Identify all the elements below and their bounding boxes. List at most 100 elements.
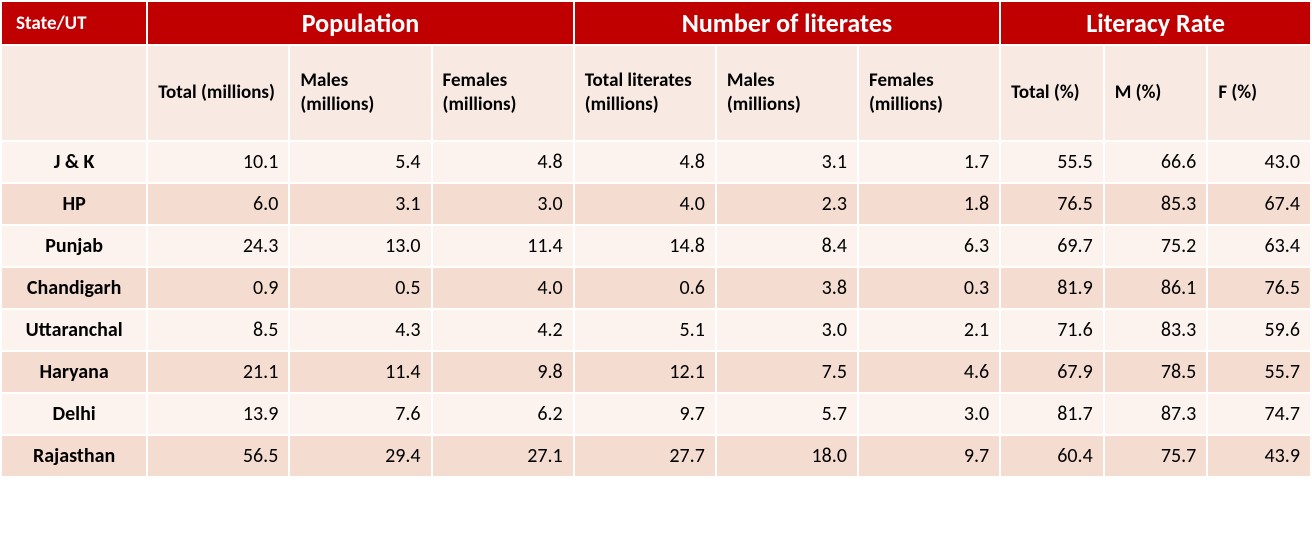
cell-state: Delhi [1,393,147,435]
cell-value: 59.6 [1207,309,1311,351]
cell-value: 4.8 [432,141,574,183]
cell-value: 71.6 [1000,309,1104,351]
cell-value: 27.7 [574,435,716,477]
cell-value: 3.1 [289,183,431,225]
cell-value: 83.3 [1104,309,1208,351]
cell-value: 43.0 [1207,141,1311,183]
cell-value: 13.0 [289,225,431,267]
cell-value: 87.3 [1104,393,1208,435]
col-group-population: Population [147,1,573,45]
cell-value: 4.3 [289,309,431,351]
cell-state: J & K [1,141,147,183]
cell-value: 21.1 [147,351,289,393]
cell-value: 66.6 [1104,141,1208,183]
cell-value: 67.4 [1207,183,1311,225]
cell-value: 43.9 [1207,435,1311,477]
cell-value: 6.0 [147,183,289,225]
cell-value: 7.5 [716,351,858,393]
col-header-rate-f: F (%) [1207,45,1311,141]
cell-value: 69.7 [1000,225,1104,267]
table-header-sub-row: Total (millions) Males (millions) Female… [1,45,1311,141]
cell-state: Punjab [1,225,147,267]
col-header-rate-m: M (%) [1104,45,1208,141]
cell-state: HP [1,183,147,225]
cell-value: 6.3 [858,225,1000,267]
table-row: Delhi 13.9 7.6 6.2 9.7 5.7 3.0 81.7 87.3… [1,393,1311,435]
cell-value: 5.7 [716,393,858,435]
cell-state: Rajasthan [1,435,147,477]
cell-value: 63.4 [1207,225,1311,267]
cell-value: 2.1 [858,309,1000,351]
cell-value: 74.7 [1207,393,1311,435]
cell-value: 55.7 [1207,351,1311,393]
cell-value: 55.5 [1000,141,1104,183]
table-row: J & K 10.1 5.4 4.8 4.8 3.1 1.7 55.5 66.6… [1,141,1311,183]
cell-value: 9.7 [574,393,716,435]
cell-value: 4.2 [432,309,574,351]
col-header-lit-females: Females (millions) [858,45,1000,141]
col-header-pop-males: Males (millions) [289,45,431,141]
cell-value: 4.6 [858,351,1000,393]
cell-value: 0.9 [147,267,289,309]
table-row: HP 6.0 3.1 3.0 4.0 2.3 1.8 76.5 85.3 67.… [1,183,1311,225]
cell-value: 4.0 [574,183,716,225]
cell-value: 4.0 [432,267,574,309]
cell-state: Uttaranchal [1,309,147,351]
cell-value: 0.6 [574,267,716,309]
cell-value: 1.8 [858,183,1000,225]
cell-value: 18.0 [716,435,858,477]
col-header-pop-females: Females (millions) [432,45,574,141]
cell-value: 6.2 [432,393,574,435]
table-row: Chandigarh 0.9 0.5 4.0 0.6 3.8 0.3 81.9 … [1,267,1311,309]
col-group-literates: Number of literates [574,1,1000,45]
col-header-rate-total: Total (%) [1000,45,1104,141]
cell-value: 85.3 [1104,183,1208,225]
cell-value: 76.5 [1207,267,1311,309]
cell-value: 8.4 [716,225,858,267]
cell-value: 8.5 [147,309,289,351]
cell-value: 13.9 [147,393,289,435]
cell-value: 11.4 [289,351,431,393]
table-row: Rajasthan 56.5 29.4 27.1 27.7 18.0 9.7 6… [1,435,1311,477]
cell-value: 81.7 [1000,393,1104,435]
cell-value: 9.7 [858,435,1000,477]
cell-value: 14.8 [574,225,716,267]
cell-value: 12.1 [574,351,716,393]
literacy-table: State/UT Population Number of literates … [0,0,1312,478]
cell-value: 0.5 [289,267,431,309]
cell-value: 11.4 [432,225,574,267]
cell-value: 3.0 [858,393,1000,435]
cell-value: 78.5 [1104,351,1208,393]
cell-value: 4.8 [574,141,716,183]
col-header-pop-total: Total (millions) [147,45,289,141]
table-body: J & K 10.1 5.4 4.8 4.8 3.1 1.7 55.5 66.6… [1,141,1311,477]
cell-value: 76.5 [1000,183,1104,225]
col-header-lit-males: Males (millions) [716,45,858,141]
cell-value: 7.6 [289,393,431,435]
cell-value: 5.1 [574,309,716,351]
cell-value: 75.7 [1104,435,1208,477]
cell-value: 24.3 [147,225,289,267]
cell-value: 5.4 [289,141,431,183]
cell-value: 3.1 [716,141,858,183]
table-row: Haryana 21.1 11.4 9.8 12.1 7.5 4.6 67.9 … [1,351,1311,393]
col-header-state: State/UT [1,1,147,45]
col-header-lit-total: Total literates (millions) [574,45,716,141]
cell-value: 86.1 [1104,267,1208,309]
cell-value: 81.9 [1000,267,1104,309]
cell-value: 0.3 [858,267,1000,309]
cell-state: Chandigarh [1,267,147,309]
cell-value: 27.1 [432,435,574,477]
cell-value: 60.4 [1000,435,1104,477]
cell-value: 67.9 [1000,351,1104,393]
table-row: Punjab 24.3 13.0 11.4 14.8 8.4 6.3 69.7 … [1,225,1311,267]
cell-value: 1.7 [858,141,1000,183]
cell-value: 10.1 [147,141,289,183]
cell-value: 56.5 [147,435,289,477]
col-header-blank [1,45,147,141]
cell-value: 75.2 [1104,225,1208,267]
cell-value: 3.8 [716,267,858,309]
cell-value: 9.8 [432,351,574,393]
col-group-literacy-rate: Literacy Rate [1000,1,1311,45]
cell-value: 29.4 [289,435,431,477]
